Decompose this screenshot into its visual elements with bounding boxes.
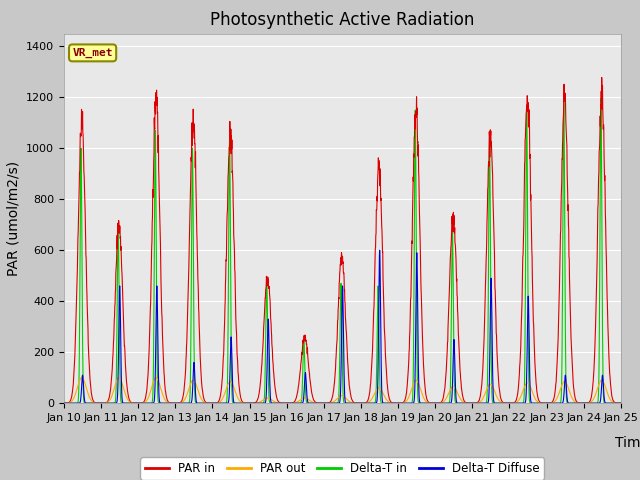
Text: VR_met: VR_met [72, 48, 113, 58]
Title: Photosynthetic Active Radiation: Photosynthetic Active Radiation [210, 11, 475, 29]
X-axis label: Time: Time [615, 436, 640, 450]
Y-axis label: PAR (umol/m2/s): PAR (umol/m2/s) [6, 161, 20, 276]
Legend: PAR in, PAR out, Delta-T in, Delta-T Diffuse: PAR in, PAR out, Delta-T in, Delta-T Dif… [140, 457, 545, 480]
